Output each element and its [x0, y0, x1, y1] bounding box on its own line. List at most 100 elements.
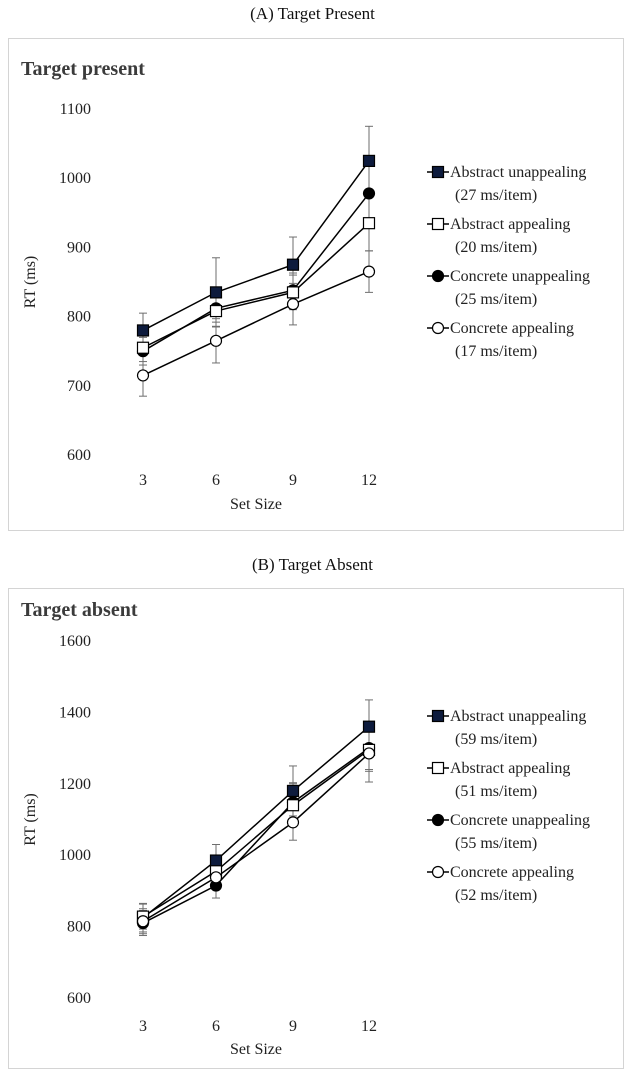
- legend-item-3: Concrete appealing (17 ms/item): [427, 320, 574, 360]
- series-line-0: [142, 726, 370, 919]
- data-point: [136, 324, 150, 337]
- legend-label: Abstract appealing: [450, 216, 570, 233]
- x-tick-label: 9: [289, 1018, 297, 1035]
- data-point: [362, 187, 376, 200]
- x-tick-label: 12: [361, 1018, 377, 1035]
- data-point: [209, 334, 223, 347]
- panel-a-caption: (A) Target Present: [250, 4, 375, 23]
- data-point: [286, 286, 300, 299]
- data-point: [209, 854, 223, 867]
- series-markers-1: [136, 217, 376, 354]
- legend-slope: (17 ms/item): [455, 343, 537, 360]
- data-point: [362, 154, 376, 168]
- y-tick-label: 600: [67, 447, 91, 464]
- legend-slope: (27 ms/item): [455, 187, 537, 204]
- data-point: [136, 369, 150, 382]
- y-tick-label: 700: [67, 378, 91, 395]
- y-axis-label: RT (ms): [22, 256, 39, 309]
- legend-marker: [431, 321, 445, 335]
- legend-marker: [431, 269, 445, 283]
- legend-label: Abstract unappealing: [450, 708, 586, 725]
- legend-marker: [431, 865, 445, 879]
- x-tick-label: 6: [212, 472, 220, 489]
- series-line-0: [142, 160, 370, 332]
- error-bars-1: [139, 727, 373, 930]
- legend-label: Abstract unappealing: [450, 164, 586, 181]
- y-tick-label: 1600: [59, 633, 91, 650]
- data-point: [209, 286, 223, 299]
- legend-item-1: Abstract appealing (51 ms/item): [427, 760, 570, 800]
- series-line-3: [142, 752, 370, 922]
- error-bars-3: [139, 250, 373, 397]
- y-tick-label: 1400: [59, 704, 91, 721]
- series-markers-2: [136, 742, 376, 930]
- legend-slope: (20 ms/item): [455, 239, 537, 256]
- series-line-2: [142, 192, 370, 352]
- x-axis-label: Set Size: [230, 1041, 282, 1058]
- legend-item-1: Abstract appealing (20 ms/item): [427, 216, 570, 256]
- chart-title: Target absent: [21, 599, 138, 621]
- data-point: [286, 784, 300, 798]
- legend-slope: (59 ms/item): [455, 731, 537, 748]
- legend-label: Concrete appealing: [450, 864, 574, 881]
- legend-slope: (51 ms/item): [455, 783, 537, 800]
- legend-label: Abstract appealing: [450, 760, 570, 777]
- legend-item-0: Abstract unappealing (59 ms/item): [427, 708, 586, 748]
- y-tick-label: 1100: [60, 101, 91, 118]
- data-point: [362, 747, 376, 760]
- data-point: [136, 915, 150, 928]
- chart-target-absent-svg: Target absent 600 800 1000 1200 1400 1600 3 6 9 12…: [21, 599, 590, 1058]
- y-tick-label: 1000: [59, 170, 91, 187]
- data-point: [362, 265, 376, 278]
- legend-label: Concrete unappealing: [450, 268, 590, 285]
- y-tick-label: 1200: [59, 776, 91, 793]
- series-line-3: [142, 270, 370, 377]
- legend-marker: [431, 217, 445, 231]
- x-tick-label: 3: [139, 1018, 147, 1035]
- chart-target-present-svg: Target present 600 700 800 900 1000 1100 3 6 9 12 S…: [21, 58, 590, 513]
- x-axis-label: Set Size: [230, 496, 282, 513]
- error-bars-2: [139, 726, 373, 937]
- legend-slope: (52 ms/item): [455, 887, 537, 904]
- series-markers-3: [136, 265, 376, 382]
- y-tick-label: 600: [67, 990, 91, 1007]
- legend-slope: (55 ms/item): [455, 835, 537, 852]
- legend-marker: [431, 761, 445, 775]
- chart-target-absent: Target absent 600 800 1000 1200 1400 1600 3 6 9 12…: [8, 588, 624, 1069]
- series-line-2: [142, 747, 370, 924]
- y-axis-label: RT (ms): [22, 793, 39, 846]
- chart-target-present: Target present 600 700 800 900 1000 1100 3 6 9 12 S…: [8, 38, 624, 531]
- legend-slope: (25 ms/item): [455, 291, 537, 308]
- legend-item-2: Concrete unappealing (25 ms/item): [427, 268, 590, 308]
- data-point: [286, 799, 300, 812]
- series-markers-3: [136, 747, 376, 928]
- data-point: [209, 871, 223, 884]
- data-point: [362, 217, 376, 230]
- error-bars-2: [139, 165, 373, 366]
- legend-marker: [431, 165, 445, 179]
- legend-label: Concrete appealing: [450, 320, 574, 337]
- chart-title: Target present: [21, 58, 145, 80]
- x-tick-label: 6: [212, 1018, 220, 1035]
- series-line-1: [142, 749, 370, 918]
- legend-marker: [431, 813, 445, 827]
- y-tick-label: 800: [67, 309, 91, 326]
- legend-item-2: Concrete unappealing (55 ms/item): [427, 812, 590, 852]
- legend-item-3: Concrete appealing (52 ms/item): [427, 864, 574, 904]
- data-point: [286, 258, 300, 271]
- series-markers-2: [136, 187, 376, 358]
- x-tick-label: 3: [139, 472, 147, 489]
- y-tick-label: 800: [67, 919, 91, 936]
- x-tick-label: 9: [289, 472, 297, 489]
- data-point: [286, 298, 300, 311]
- series-markers-0: [136, 154, 376, 337]
- panel-b-caption: (B) Target Absent: [252, 555, 373, 574]
- data-point: [136, 341, 150, 354]
- x-tick-label: 12: [361, 472, 377, 489]
- legend-marker: [431, 709, 445, 723]
- y-tick-label: 900: [67, 239, 91, 256]
- data-point: [362, 720, 376, 733]
- data-point: [209, 304, 223, 318]
- legend-item-0: Abstract unappealing (27 ms/item): [427, 164, 586, 204]
- y-tick-label: 1000: [59, 847, 91, 864]
